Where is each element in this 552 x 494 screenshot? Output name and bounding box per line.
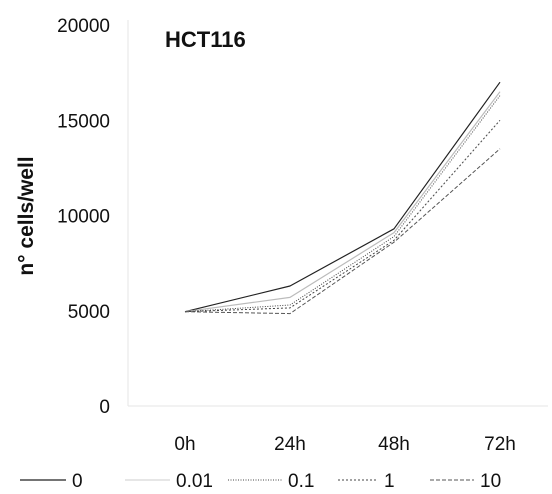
y-tick-label: 5000: [68, 302, 110, 323]
chart-title: HCT116: [165, 27, 246, 52]
x-tick-label: 72h: [484, 434, 516, 455]
legend-item: 0.1: [228, 471, 314, 492]
x-tick-label: 0h: [174, 434, 195, 455]
y-tick-label: 0: [99, 397, 110, 418]
legend-item: 10: [430, 471, 501, 492]
y-tick-label: 10000: [57, 207, 110, 228]
y-tick-label: 20000: [57, 16, 110, 37]
y-axis-label: n° cells/well: [15, 156, 38, 275]
series-line-10: [185, 149, 500, 314]
y-axis-ticks: 20000 15000 10000 5000 0: [57, 16, 110, 418]
legend-item: 0.01: [125, 471, 213, 492]
legend-item: 1: [338, 471, 395, 492]
x-tick-label: 24h: [274, 434, 306, 455]
legend-label: 1: [384, 471, 395, 492]
plot-area: [128, 20, 548, 406]
legend-label: 10: [480, 471, 501, 492]
x-tick-label: 48h: [378, 434, 410, 455]
legend: 0 0.01 0.1 1 10: [20, 471, 501, 492]
series-line-1: [185, 120, 500, 311]
legend-label: 0: [72, 471, 83, 492]
x-axis-ticks: 0h 24h 48h 72h: [174, 434, 515, 455]
legend-label: 0.1: [288, 471, 314, 492]
legend-item: 0: [20, 471, 83, 492]
series-line-0_1: [185, 96, 500, 312]
series-lines: [185, 82, 500, 313]
legend-label: 0.01: [176, 471, 213, 492]
y-tick-label: 15000: [57, 111, 110, 132]
series-line-0_01: [185, 92, 500, 312]
